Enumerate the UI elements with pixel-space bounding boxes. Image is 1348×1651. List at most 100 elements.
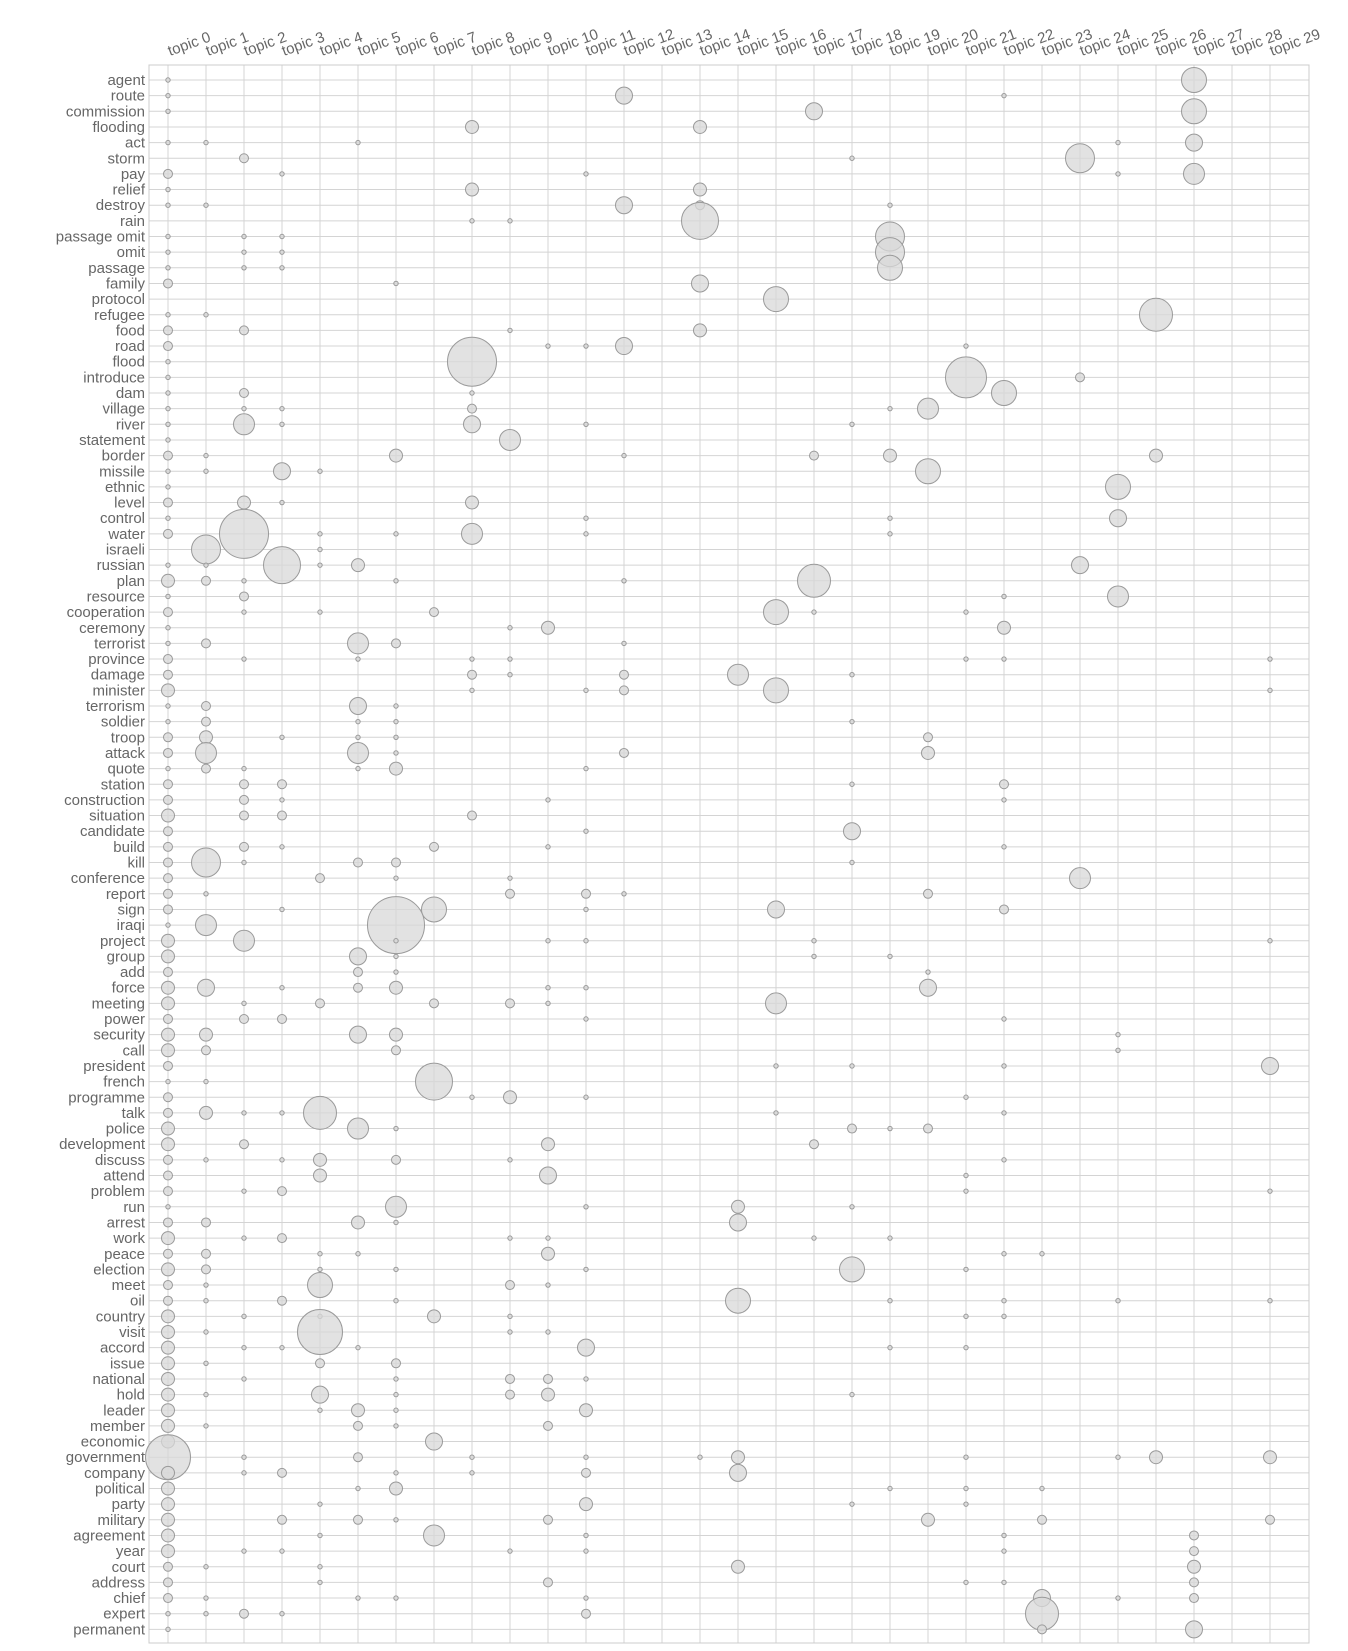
bubble-point bbox=[279, 499, 285, 506]
bubble-point bbox=[203, 1157, 209, 1163]
bubble-point bbox=[923, 888, 933, 899]
bubble-point bbox=[1189, 1530, 1199, 1541]
y-tick-label: issue bbox=[110, 1355, 145, 1372]
bubble-point bbox=[317, 531, 323, 537]
bubble-point bbox=[203, 1564, 209, 1570]
bubble-point bbox=[165, 593, 171, 600]
bubble-point bbox=[507, 1235, 513, 1241]
bubble-point bbox=[505, 1280, 515, 1291]
bubble-point bbox=[731, 1199, 745, 1214]
bubble-point bbox=[279, 1611, 285, 1617]
bubble-point bbox=[447, 336, 497, 387]
y-tick-label: agreement bbox=[73, 1527, 146, 1544]
y-tick-label: relief bbox=[112, 182, 145, 199]
y-tick-label: terrorist bbox=[94, 635, 146, 652]
bubble-point bbox=[849, 1391, 855, 1398]
bubble-point bbox=[583, 515, 589, 521]
bubble-point bbox=[165, 437, 171, 443]
bubble-point bbox=[163, 168, 173, 179]
bubble-point bbox=[811, 953, 817, 960]
bubble-point bbox=[385, 1195, 407, 1218]
bubble-point bbox=[161, 1403, 175, 1418]
bubble-point bbox=[315, 873, 325, 884]
bubble-point bbox=[583, 1532, 589, 1539]
y-tick-label: agent bbox=[107, 72, 145, 89]
bubble-point bbox=[239, 325, 249, 336]
y-tick-label: flooding bbox=[92, 119, 145, 136]
bubble-point bbox=[887, 405, 893, 412]
bubble-point bbox=[161, 1027, 175, 1042]
bubble-point bbox=[351, 1215, 365, 1230]
bubble-point bbox=[469, 218, 475, 224]
bubble-point bbox=[1071, 556, 1089, 575]
y-tick-label: iraqi bbox=[117, 917, 145, 934]
y-tick-label: river bbox=[116, 416, 145, 433]
bubble-point bbox=[279, 405, 285, 412]
bubble-point bbox=[351, 1403, 365, 1418]
bubble-point bbox=[693, 119, 707, 134]
bubble-point bbox=[277, 1514, 287, 1525]
y-tick-label: development bbox=[59, 1136, 146, 1153]
bubble-point bbox=[839, 1256, 865, 1283]
bubble-point bbox=[161, 949, 175, 964]
y-tick-label: minister bbox=[92, 682, 145, 699]
bubble-point bbox=[727, 663, 749, 686]
bubble-point bbox=[461, 522, 483, 545]
y-tick-label: destroy bbox=[96, 197, 146, 214]
bubble-point bbox=[241, 1000, 247, 1007]
bubble-point bbox=[239, 1014, 249, 1024]
bubble-point bbox=[1115, 139, 1121, 146]
y-tick-label: introduce bbox=[83, 369, 145, 386]
bubble-point bbox=[165, 640, 171, 647]
bubble-point bbox=[545, 1235, 551, 1241]
bubble-point bbox=[241, 1344, 247, 1351]
bubble-point bbox=[355, 765, 361, 772]
bubble-point bbox=[469, 687, 475, 694]
bubble-point bbox=[505, 1389, 515, 1400]
bubble-point bbox=[165, 77, 171, 83]
bubble-point bbox=[963, 1344, 969, 1351]
bubble-point bbox=[161, 573, 175, 588]
bubble-point bbox=[163, 1014, 173, 1024]
bubble-point bbox=[545, 343, 551, 349]
bubble-point bbox=[165, 421, 171, 427]
y-tick-label: election bbox=[93, 1261, 145, 1278]
bubble-point bbox=[163, 857, 173, 868]
y-tick-label: control bbox=[100, 510, 145, 527]
bubble-point bbox=[239, 1608, 249, 1619]
y-tick-label: programme bbox=[68, 1089, 145, 1106]
bubble-point bbox=[877, 254, 903, 281]
bubble-point bbox=[1115, 1454, 1121, 1460]
y-tick-label: work bbox=[112, 1230, 145, 1247]
bubble-point bbox=[507, 327, 513, 334]
bubble-point bbox=[729, 1213, 747, 1232]
bubble-point bbox=[165, 765, 171, 772]
bubble-point bbox=[351, 558, 365, 573]
y-tick-label: rain bbox=[120, 213, 145, 230]
bubble-point bbox=[887, 1125, 893, 1132]
y-tick-label: route bbox=[111, 88, 145, 105]
bubble-point bbox=[1109, 509, 1127, 528]
bubble-point bbox=[1107, 585, 1129, 608]
bubble-point bbox=[391, 1045, 401, 1056]
bubble-point bbox=[315, 998, 325, 1009]
bubble-point bbox=[389, 980, 403, 995]
bubble-point bbox=[921, 745, 935, 760]
y-tick-label: problem bbox=[91, 1183, 145, 1200]
bubble-point bbox=[355, 718, 361, 725]
bubble-point bbox=[241, 578, 247, 584]
bubble-point bbox=[163, 1248, 173, 1259]
bubble-point bbox=[163, 1107, 173, 1118]
bubble-point bbox=[507, 672, 513, 678]
y-tick-label: village bbox=[102, 401, 145, 418]
bubble-point bbox=[763, 599, 789, 626]
bubble-point bbox=[389, 1481, 403, 1496]
bubble-point bbox=[389, 761, 403, 776]
bubble-point bbox=[469, 656, 475, 662]
y-tick-label: plan bbox=[117, 573, 145, 590]
bubble-point bbox=[241, 1548, 247, 1554]
bubble-point bbox=[161, 1497, 175, 1512]
bubble-point bbox=[195, 914, 217, 937]
bubble-point bbox=[393, 718, 399, 725]
bubble-point bbox=[393, 1376, 399, 1382]
